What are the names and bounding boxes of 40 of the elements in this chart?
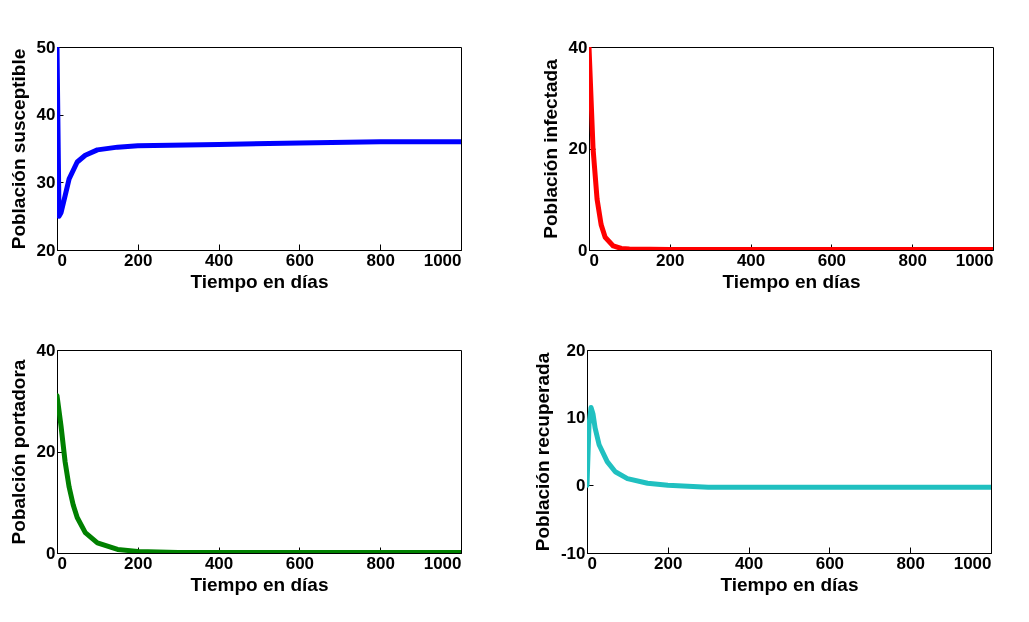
x-tick-label: 400 — [736, 250, 766, 270]
y-tick-label: 40 — [36, 105, 56, 125]
x-tick-label: 400 — [734, 553, 764, 573]
x-axis-title: Tiempo en días — [190, 270, 329, 292]
y-tick-label: 10 — [566, 408, 586, 428]
x-tick-label: 400 — [204, 250, 234, 270]
x-tick-label: 600 — [817, 250, 847, 270]
y-axis-title: Pobalción portadora — [7, 359, 29, 545]
y-axis-title: Población infectada — [539, 58, 561, 239]
y-tick-label: 20 — [36, 442, 56, 461]
y-tick-label: 20 — [566, 340, 586, 360]
x-axis-title: Tiempo en días — [722, 270, 861, 292]
x-tick-label: 800 — [366, 553, 395, 573]
x-axis-title: Tiempo en días — [190, 573, 329, 595]
y-tick-label: 20 — [568, 139, 588, 158]
y-tick-label: 30 — [36, 172, 56, 192]
x-tick-label: 1000 — [953, 553, 992, 573]
x-tick-label: 400 — [204, 553, 234, 573]
y-axis-title: Población recuperada — [531, 352, 553, 552]
x-tick-label: 600 — [285, 553, 315, 573]
y-tick-label: 20 — [36, 240, 56, 260]
x-tick-label: 200 — [124, 250, 153, 270]
y-tick-label: 50 — [36, 37, 56, 57]
y-axis-title: Población susceptible — [7, 48, 29, 250]
x-tick-label: 600 — [285, 250, 315, 270]
y-tick-label: 40 — [568, 37, 588, 57]
x-tick-label: 200 — [124, 553, 153, 573]
x-tick-label: 1000 — [955, 250, 994, 270]
x-tick-label: 800 — [896, 553, 925, 573]
x-axis-title: Tiempo en días — [720, 573, 859, 595]
x-tick-label: 200 — [656, 250, 685, 270]
y-tick-label: 0 — [576, 475, 586, 495]
y-tick-label: 40 — [36, 340, 56, 360]
x-tick-label: 200 — [654, 553, 683, 573]
y-tick-label: -10 — [560, 543, 586, 563]
x-tick-label: 600 — [815, 553, 845, 573]
x-tick-label: 1000 — [423, 250, 462, 270]
x-tick-label: 1000 — [423, 553, 462, 573]
x-tick-label: 800 — [366, 250, 395, 270]
x-tick-label: 800 — [898, 250, 927, 270]
